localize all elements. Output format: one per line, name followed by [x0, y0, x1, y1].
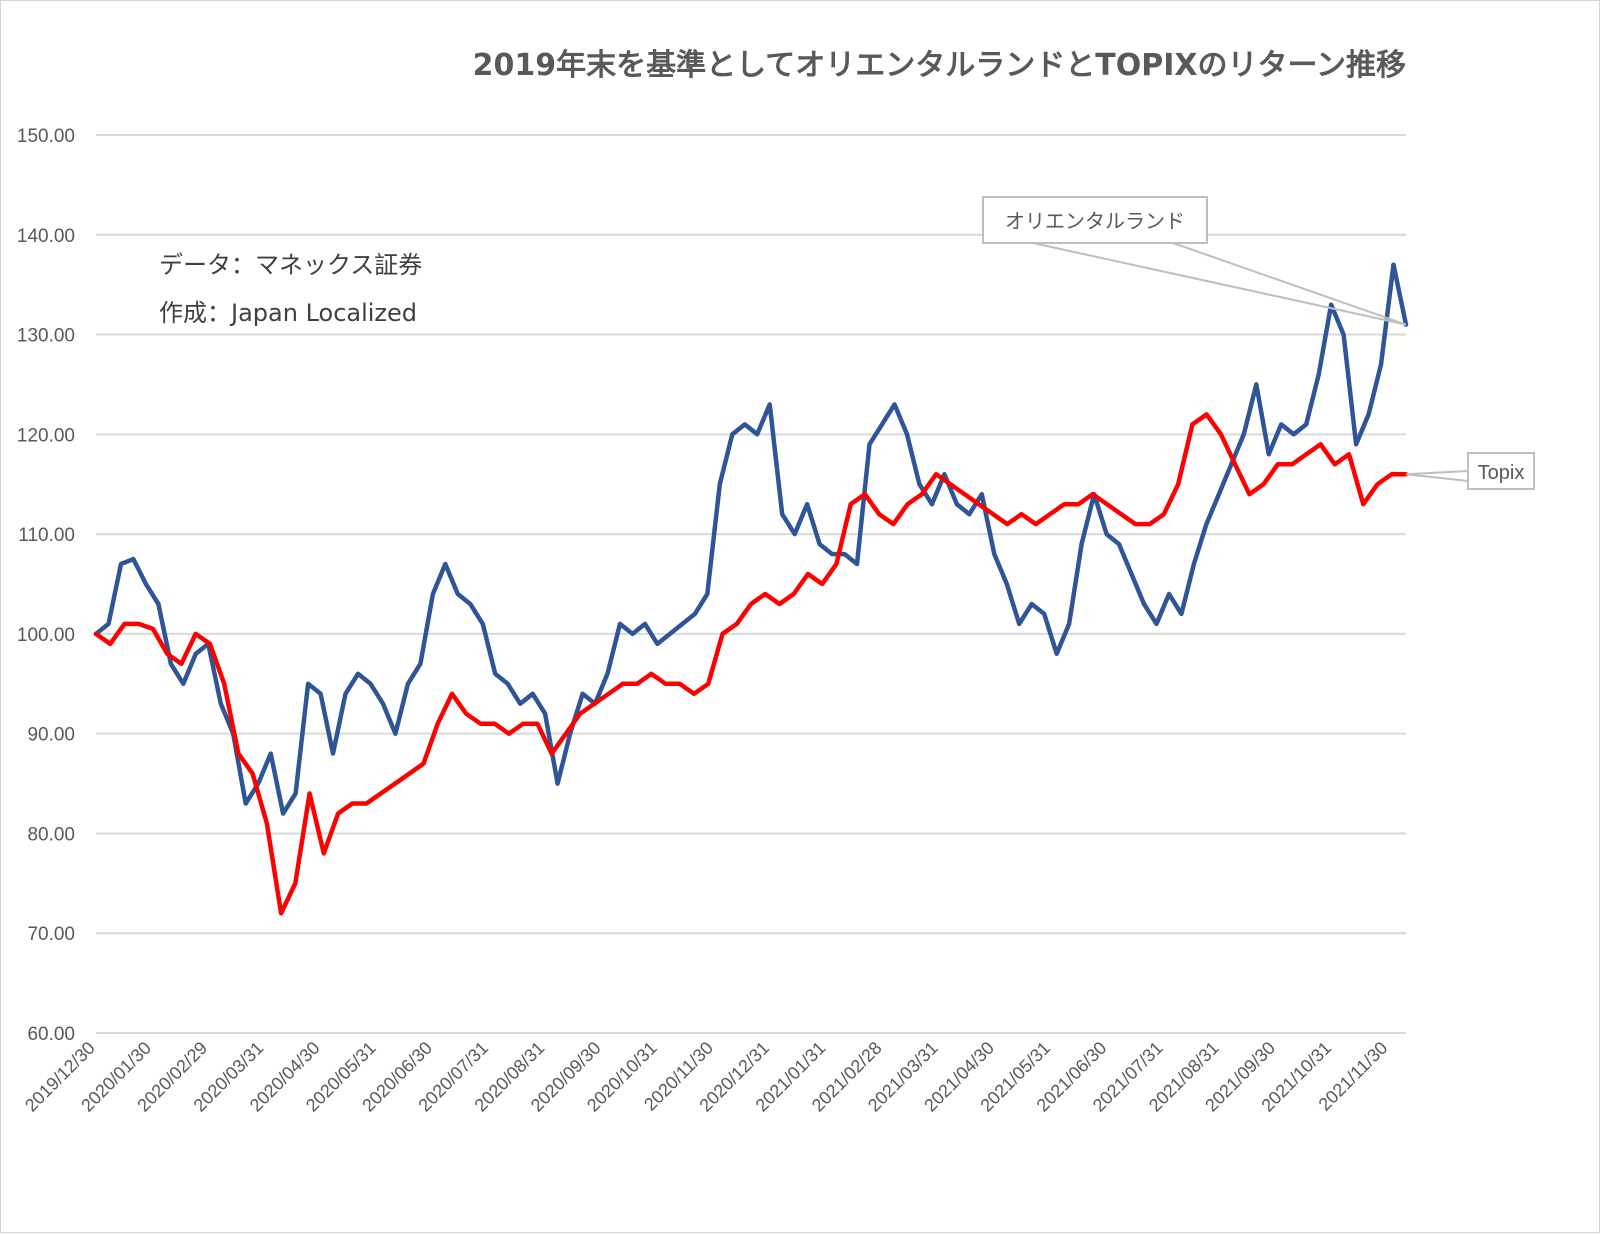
series-group: [93, 262, 1409, 916]
y-tick-label: 80.00: [27, 824, 75, 845]
callout-leader: [1405, 473, 1469, 482]
y-tick-label: 120.00: [17, 425, 75, 446]
callout-label: オリエンタルランド: [1005, 209, 1185, 233]
y-tick-label: 110.00: [18, 525, 75, 546]
y-tick-label: 70.00: [27, 924, 75, 945]
callout-leader: [1032, 242, 1407, 326]
gridlines: [96, 134, 1406, 1034]
x-axis-ticks: 2019/12/302020/01/302020/02/292020/03/31…: [21, 1038, 1391, 1116]
source-note: データ：マネックス証券: [159, 251, 422, 279]
y-axis-ticks: 150.00 140.00 130.00 120.00 110.00 100.00 90.0…: [17, 126, 75, 1045]
callout-label: Topix: [1478, 462, 1525, 484]
series-line: [93, 412, 1409, 916]
callout-box: [982, 196, 1208, 244]
series-line: [93, 262, 1409, 816]
y-tick-label: 90.00: [27, 725, 75, 746]
y-tick-label: 100.00: [17, 625, 75, 646]
y-tick-label: 140.00: [17, 226, 75, 247]
y-tick-label: 150.00: [17, 126, 75, 147]
callout-leader: [1405, 470, 1469, 476]
callout-box: [1467, 452, 1535, 490]
callout-leader: [1172, 242, 1407, 326]
chart-title: 2019年末を基準としてオリエンタルランドとTOPIXのリターン推移: [473, 48, 1406, 83]
y-tick-label: 130.00: [17, 326, 75, 347]
author-note: 作成：Japan Localized: [159, 299, 417, 327]
y-tick-label: 60.00: [27, 1024, 75, 1045]
callouts: オリエンタルランド Topix: [982, 196, 1535, 490]
